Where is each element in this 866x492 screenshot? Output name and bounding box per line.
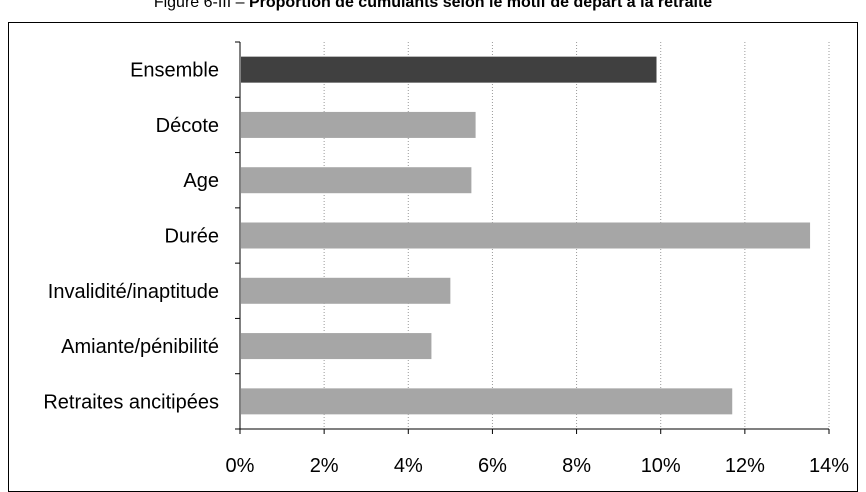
category-labels: Ensemble Décote Age Durée Invalidité/inaptit… — [43, 60, 219, 414]
x-tick-label: 6% — [478, 455, 507, 477]
figure-number: Figure 6-III – — [153, 0, 249, 11]
bar — [241, 111, 476, 138]
x-tick-label: 10% — [641, 455, 681, 477]
bar — [241, 277, 451, 304]
category-label: Amiante/pénibilité — [61, 336, 219, 358]
category-label: Décote — [156, 115, 219, 137]
figure-title: Proportion de cumulants selon le motif d… — [248, 0, 713, 11]
category-label: Ensemble — [130, 60, 219, 82]
x-tick-label: 4% — [394, 455, 423, 477]
bars — [241, 56, 811, 415]
category-label: Durée — [165, 226, 219, 248]
category-label: Age — [183, 170, 219, 192]
bar — [241, 167, 472, 194]
category-label: Invalidité/inaptitude — [48, 281, 219, 303]
axes — [235, 41, 830, 434]
x-tick-label: 14% — [809, 455, 849, 477]
x-tick-label: 0% — [226, 455, 255, 477]
x-tick-label: 8% — [562, 455, 591, 477]
chart-title: Figure 6-III – Proportion de cumulants s… — [0, 0, 866, 12]
x-tick-label: 12% — [725, 455, 765, 477]
bar — [241, 56, 657, 83]
x-tick-labels: 0% 2% 4% 6% 8% 10% 12% 14% — [226, 455, 850, 477]
x-tick-label: 2% — [310, 455, 339, 477]
bar — [241, 333, 432, 360]
category-label: Retraites ancitipées — [43, 391, 219, 413]
bar — [241, 388, 733, 415]
bar — [241, 222, 811, 249]
